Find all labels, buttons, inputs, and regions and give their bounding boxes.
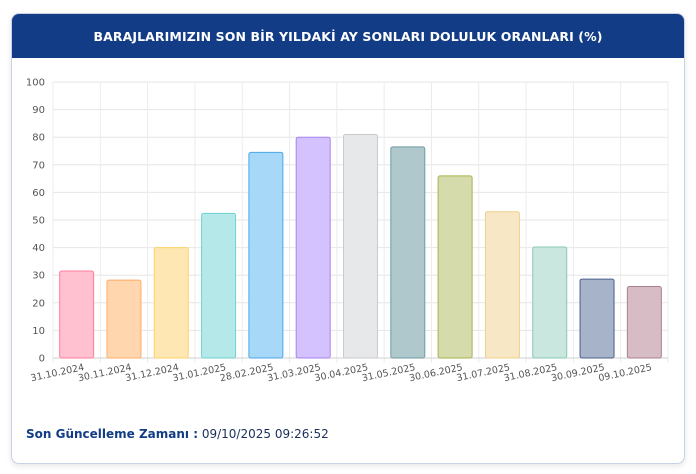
y-tick-label: 80: [32, 133, 45, 144]
bar: [390, 146, 426, 359]
y-tick-label: 30: [32, 271, 45, 282]
bar: [295, 136, 331, 359]
y-tick-label: 60: [32, 188, 45, 199]
bar: [248, 151, 284, 359]
bar: [484, 211, 520, 359]
chart-header: BARAJLARIMIZIN SON BİR YILDAKİ AY SONLAR…: [12, 14, 684, 58]
y-tick-label: 100: [26, 78, 45, 89]
bar: [437, 175, 473, 359]
y-tick-label: 20: [32, 298, 45, 309]
y-tick-label: 90: [32, 105, 45, 116]
chart-title: BARAJLARIMIZIN SON BİR YILDAKİ AY SONLAR…: [93, 28, 603, 44]
last-update: Son Güncelleme Zamanı : 09/10/2025 09:26…: [26, 427, 329, 441]
chart-card: BARAJLARIMIZIN SON BİR YILDAKİ AY SONLAR…: [11, 13, 685, 464]
bar: [532, 246, 568, 359]
bar: [59, 270, 95, 359]
bar: [153, 247, 189, 359]
y-tick-label: 0: [39, 354, 45, 365]
bar: [579, 278, 615, 359]
bar-chart: 010203040506070809010031.10.202430.11.20…: [26, 78, 669, 384]
chart-area: 0 10 20 30 40 50 60 70 80 90 100 31.10.2024 30.11.20…: [12, 59, 684, 409]
last-update-value: 09/10/2025 09:26:52: [201, 427, 329, 441]
bar: [201, 212, 237, 359]
y-tick-label: 40: [32, 243, 45, 254]
last-update-label: Son Güncelleme Zamanı :: [26, 427, 199, 441]
y-tick-label: 50: [32, 216, 45, 227]
y-tick-label: 10: [32, 326, 45, 337]
y-tick-label: 70: [32, 160, 45, 171]
bar: [106, 279, 142, 359]
bar: [343, 133, 378, 359]
x-tick-label: 09.10.2025: [597, 362, 653, 384]
bar: [626, 286, 662, 359]
